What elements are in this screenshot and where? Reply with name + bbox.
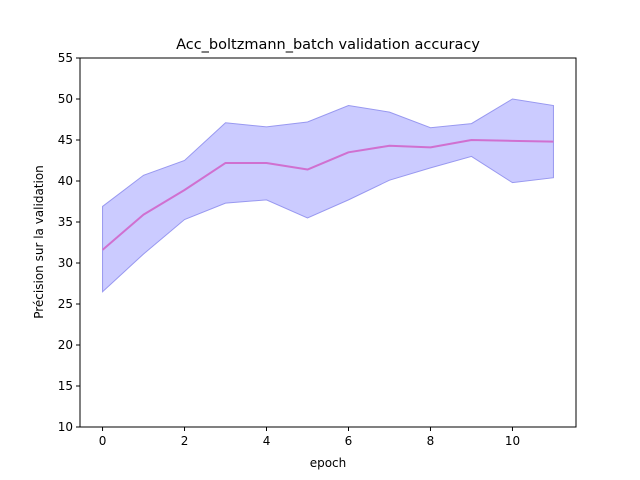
chart-title: Acc_boltzmann_batch validation accuracy: [176, 37, 480, 53]
y-tick-label: 55: [58, 51, 73, 65]
plot-area: [101, 98, 554, 293]
y-tick-label: 25: [58, 297, 73, 311]
x-tick-label: 6: [345, 434, 353, 448]
y-tick-label: 50: [58, 92, 73, 106]
x-tick-label: 8: [427, 434, 435, 448]
y-tick-label: 35: [58, 215, 73, 229]
x-axis: 0 2 4 6 8 10: [99, 427, 520, 448]
y-axis: 10 15 20 25 30 35 40 45 50 55: [58, 51, 80, 434]
confidence-band: [102, 98, 554, 293]
y-tick-label: 10: [58, 420, 73, 434]
x-tick-label: 2: [181, 434, 189, 448]
axes-frame: [79, 57, 577, 428]
x-axis-label: epoch: [310, 456, 347, 470]
y-axis-label: Précision sur la validation: [32, 165, 46, 319]
y-tick-label: 30: [58, 256, 73, 270]
y-tick-label: 45: [58, 133, 73, 147]
y-tick-label: 15: [58, 379, 73, 393]
x-tick-label: 4: [263, 434, 271, 448]
series-line: [101, 139, 554, 251]
x-tick-label: 0: [99, 434, 107, 448]
y-tick-label: 40: [58, 174, 73, 188]
x-tick-label: 10: [505, 434, 520, 448]
y-tick-label: 20: [58, 338, 73, 352]
